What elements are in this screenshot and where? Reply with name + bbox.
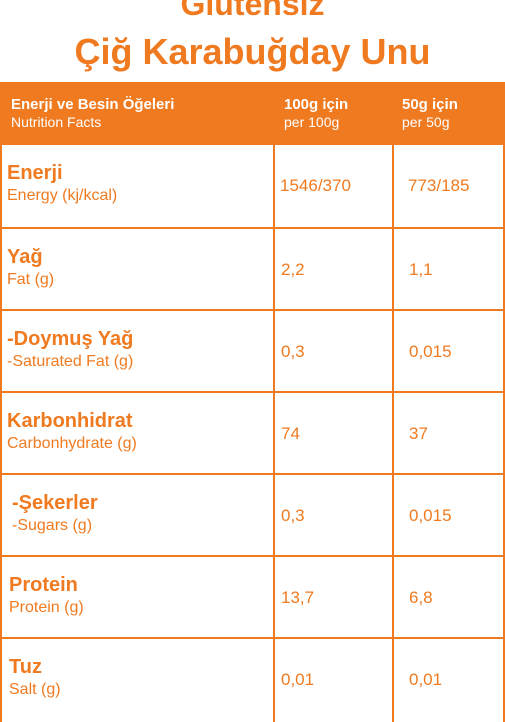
value-per50: 37 xyxy=(409,424,428,443)
header-per100: 100g için per 100g xyxy=(284,96,348,131)
header-per50: 50g için per 50g xyxy=(402,96,458,131)
table-row: Protein Protein (g) 13,7 6,8 xyxy=(2,555,505,639)
value-per100: 2,2 xyxy=(281,260,305,279)
value-per100: 0,3 xyxy=(281,506,305,525)
title-line-1: Glutensiz xyxy=(180,0,325,22)
column-divider xyxy=(273,145,275,722)
value-per50: 0,015 xyxy=(409,506,452,525)
table-row: Karbonhidrat Carbonhydrate (g) 74 37 xyxy=(2,391,505,475)
table-row: Enerji Energy (kj/kcal) 1546/370 773/185 xyxy=(2,145,505,227)
value-per100: 13,7 xyxy=(281,588,315,607)
value-per50: 1,1 xyxy=(409,260,433,279)
value-per50: 773/185 xyxy=(408,176,470,195)
nutrient-name: -Şekerler -Sugars (g) xyxy=(12,492,98,534)
nutrient-name: Protein Protein (g) xyxy=(9,574,84,616)
column-divider xyxy=(392,145,394,722)
header-nutrients: Enerji ve Besin Öğeleri Nutrition Facts xyxy=(11,96,174,131)
header-per50-tr: 50g için xyxy=(402,96,458,113)
nutrient-name: Tuz Salt (g) xyxy=(9,656,61,698)
nutrient-name: Karbonhidrat Carbonhydrate (g) xyxy=(7,410,137,452)
nutrient-name: Enerji Energy (kj/kcal) xyxy=(7,162,118,204)
title-line-2: Çiğ Karabuğday Unu xyxy=(74,31,431,72)
table-row: -Şekerler -Sugars (g) 0,3 0,015 xyxy=(2,473,505,557)
header-nutrients-tr: Enerji ve Besin Öğeleri xyxy=(11,96,175,113)
header-per100-tr: 100g için xyxy=(284,96,349,113)
product-title: Glutensiz Çiğ Karabuğday Unu xyxy=(0,0,505,82)
table-row: Tuz Salt (g) 0,01 0,01 xyxy=(2,637,505,721)
table-row: -Doymuş Yağ -Saturated Fat (g) 0,3 0,015 xyxy=(2,309,505,393)
header-nutrients-en: Nutrition Facts xyxy=(11,114,102,130)
value-per100: 1546/370 xyxy=(280,176,351,195)
nutrient-name: -Doymuş Yağ -Saturated Fat (g) xyxy=(7,328,134,370)
value-per100: 74 xyxy=(281,424,300,443)
table-row: Yağ Fat (g) 2,2 1,1 xyxy=(2,227,505,311)
nutrition-table: Enerji ve Besin Öğeleri Nutrition Facts … xyxy=(0,82,505,722)
value-per50: 0,01 xyxy=(409,670,443,689)
header-per100-en: per 100g xyxy=(284,114,340,130)
nutrient-name: Yağ Fat (g) xyxy=(7,246,55,288)
value-per100: 0,01 xyxy=(281,670,315,689)
value-per50: 6,8 xyxy=(409,588,433,607)
value-per100: 0,3 xyxy=(281,342,305,361)
header-per50-en: per 50g xyxy=(402,114,450,130)
value-per50: 0,015 xyxy=(409,342,452,361)
table-header: Enerji ve Besin Öğeleri Nutrition Facts … xyxy=(2,82,505,145)
